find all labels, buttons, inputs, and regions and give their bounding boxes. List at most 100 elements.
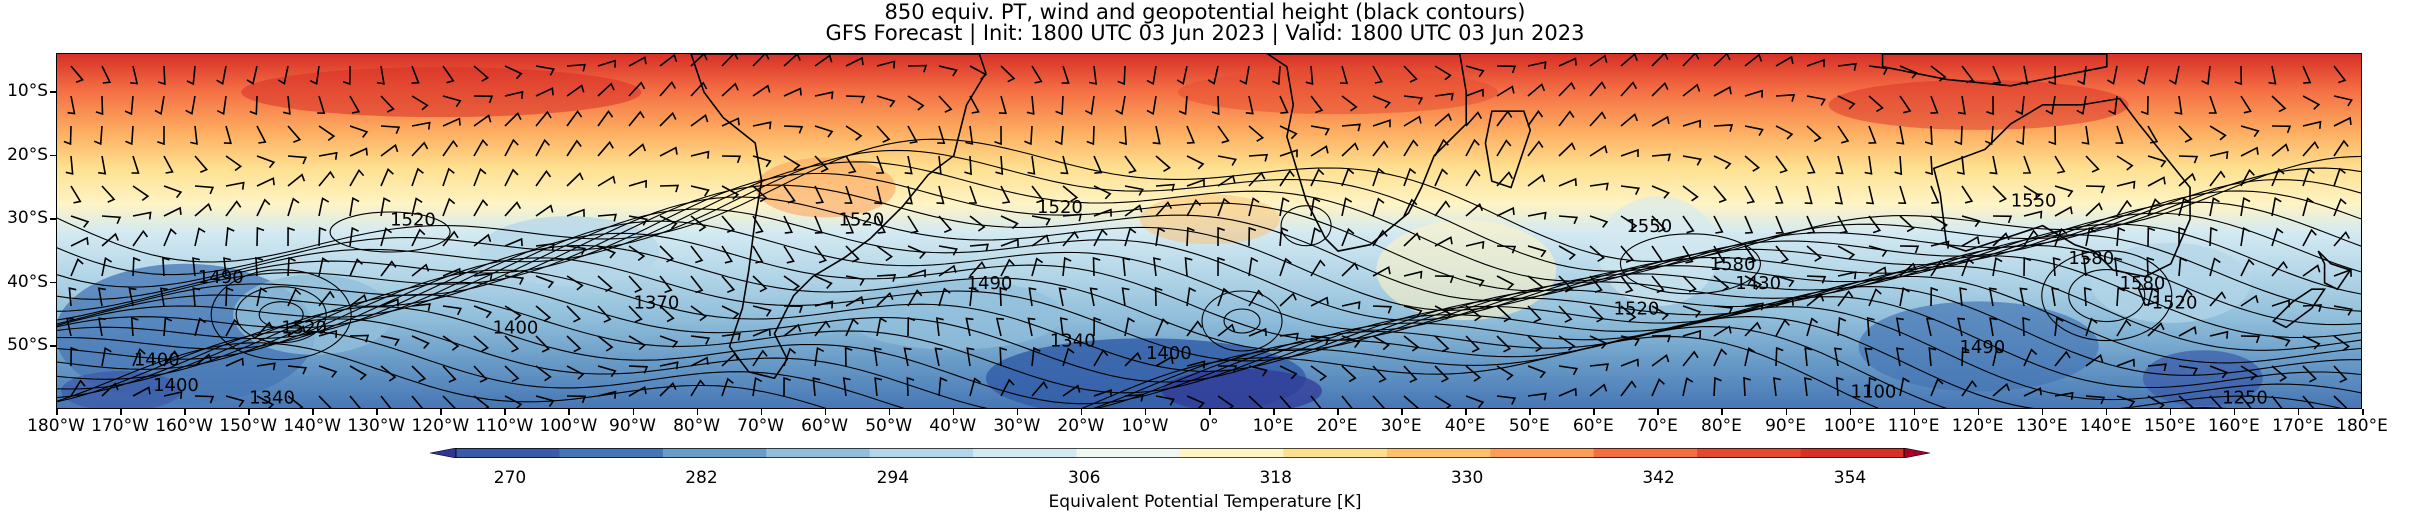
colorbar-segment (662, 448, 767, 458)
wind-barb (1117, 65, 1126, 86)
wind-barb (2302, 228, 2317, 247)
wind-barb (2302, 95, 2321, 110)
wind-barb (1310, 196, 1321, 217)
wind-barb (566, 245, 587, 256)
contour-label: 1580 (2120, 273, 2166, 294)
wind-barb (1155, 201, 1173, 217)
wind-barb (411, 121, 431, 130)
wind-barb (2333, 231, 2350, 247)
wind-barb (1527, 392, 1547, 401)
colorbar-segment (1490, 448, 1595, 458)
wind-barb (194, 227, 206, 247)
wind-barb (1186, 125, 1196, 144)
theta-e-region (1140, 194, 1280, 245)
wind-barb (1928, 347, 1937, 367)
wind-barb (1434, 168, 1449, 187)
wind-barb (814, 54, 833, 67)
wind-barb (1434, 138, 1449, 157)
wind-barb (597, 140, 614, 157)
wind-barb (1339, 65, 1349, 85)
wind-barb (70, 379, 86, 397)
height-contour-closed (2041, 250, 2173, 342)
wind-barb (628, 335, 646, 351)
wind-barb (628, 81, 646, 97)
wind-barb (1279, 125, 1298, 140)
wind-barb (1930, 185, 1940, 204)
wind-barb (1093, 208, 1112, 217)
wind-barb (2209, 330, 2229, 339)
wind-barb (2209, 150, 2229, 159)
wind-barb (1620, 380, 1637, 397)
wind-barb (2209, 125, 2227, 141)
wind-barb (1775, 155, 1788, 174)
contour-label: 1550 (1626, 216, 1672, 237)
wind-barb (411, 65, 420, 84)
wind-barb (659, 335, 679, 348)
contour-label: 1520 (1614, 299, 1660, 320)
wind-barb (442, 395, 456, 408)
wind-barb (1775, 215, 1784, 234)
wind-barb (256, 287, 268, 307)
wind-barb (2302, 197, 2314, 217)
wind-barb (1031, 65, 1043, 84)
wind-barb (2302, 167, 2315, 187)
wind-barb (1248, 256, 1259, 277)
wind-barb (282, 95, 291, 115)
wind-barb (225, 155, 243, 172)
wind-barb (186, 65, 196, 86)
wind-barb (2054, 316, 2064, 337)
wind-barb (349, 125, 369, 138)
wind-barb (1059, 317, 1068, 337)
wind-barb (2085, 155, 2100, 173)
wind-barb (93, 125, 103, 146)
wind-barb (1589, 245, 1605, 262)
lon-tick (1593, 409, 1595, 415)
wind-barb (2209, 170, 2226, 187)
wind-barb (876, 291, 894, 307)
wind-barb (1434, 65, 1452, 81)
colorbar-segment (1697, 448, 1802, 458)
wind-barb (1620, 275, 1634, 294)
wind-barb (194, 317, 207, 337)
wind-barb (845, 295, 864, 307)
wind-barb (2271, 227, 2284, 247)
contour-label: 1580 (1710, 254, 1756, 275)
wind-barb (1272, 65, 1281, 86)
colorbar-tick-label: 354 (1833, 468, 1867, 488)
colorbar-segment (1283, 448, 1388, 458)
wind-barb (1986, 95, 1994, 116)
wind-barb (256, 321, 274, 337)
wind-barb (1992, 215, 2013, 224)
wind-barb (97, 287, 106, 307)
wind-barb (1682, 83, 1701, 97)
wind-barb (97, 317, 106, 337)
wind-barb (473, 199, 489, 217)
wind-barb (256, 125, 267, 144)
wind-barb (1682, 305, 1702, 318)
wind-barb (2333, 268, 2352, 277)
wind-barb (845, 318, 859, 337)
wind-barb (1989, 317, 1998, 337)
wind-barb (2015, 95, 2025, 116)
wind-barb (256, 226, 265, 247)
contour-label: 1550 (2011, 191, 2057, 212)
wind-barb (2240, 335, 2261, 344)
wind-barb (1868, 266, 1887, 277)
height-contour (57, 208, 2361, 325)
wind-barb (907, 215, 919, 234)
wind-barb (1434, 335, 1450, 353)
lon-label: 110°E (1887, 416, 1940, 436)
wind-barb (938, 95, 953, 113)
wind-barb (690, 305, 707, 322)
wind-barb (1651, 215, 1667, 233)
wind-barb (1496, 395, 1517, 405)
lon-label: 100°W (539, 416, 598, 436)
wind-barb (2240, 226, 2251, 247)
wind-barb (349, 196, 360, 217)
wind-barb (2054, 205, 2073, 217)
wind-barb (349, 169, 365, 187)
wind-barb (752, 185, 768, 203)
wind-barb (2076, 95, 2087, 115)
wind-barb (132, 386, 151, 397)
wind-barb (2054, 185, 2074, 198)
